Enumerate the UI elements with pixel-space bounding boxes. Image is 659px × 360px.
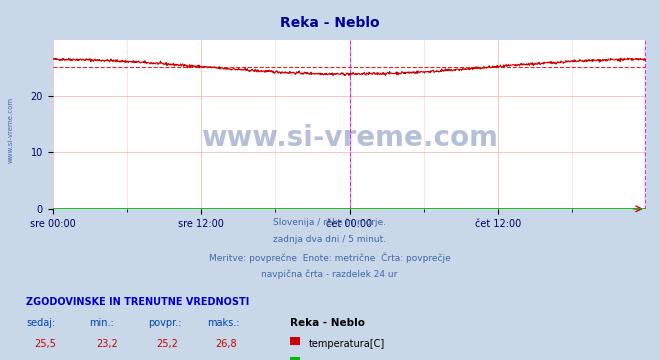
Text: 25,2: 25,2: [156, 339, 178, 349]
Text: min.:: min.:: [89, 318, 114, 328]
Text: zadnja dva dni / 5 minut.: zadnja dva dni / 5 minut.: [273, 235, 386, 244]
Text: 23,2: 23,2: [96, 339, 119, 349]
Text: temperatura[C]: temperatura[C]: [308, 339, 385, 349]
Text: 26,8: 26,8: [215, 339, 237, 349]
Text: sedaj:: sedaj:: [26, 318, 55, 328]
Text: 25,5: 25,5: [34, 339, 56, 349]
Text: Reka - Neblo: Reka - Neblo: [279, 16, 380, 30]
Text: ZGODOVINSKE IN TRENUTNE VREDNOSTI: ZGODOVINSKE IN TRENUTNE VREDNOSTI: [26, 297, 250, 307]
Text: Meritve: povprečne  Enote: metrične  Črta: povprečje: Meritve: povprečne Enote: metrične Črta:…: [209, 252, 450, 263]
Text: maks.:: maks.:: [208, 318, 240, 328]
Text: www.si-vreme.com: www.si-vreme.com: [201, 124, 498, 152]
Text: www.si-vreme.com: www.si-vreme.com: [8, 96, 14, 163]
Text: Reka - Neblo: Reka - Neblo: [290, 318, 365, 328]
Text: Slovenija / reke in morje.: Slovenija / reke in morje.: [273, 218, 386, 227]
Text: navpična črta - razdelek 24 ur: navpična črta - razdelek 24 ur: [262, 270, 397, 279]
Text: povpr.:: povpr.:: [148, 318, 182, 328]
